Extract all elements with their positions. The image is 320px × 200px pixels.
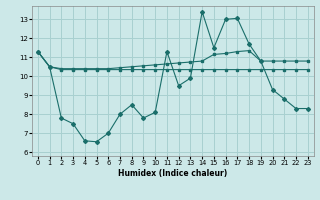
X-axis label: Humidex (Indice chaleur): Humidex (Indice chaleur): [118, 169, 228, 178]
